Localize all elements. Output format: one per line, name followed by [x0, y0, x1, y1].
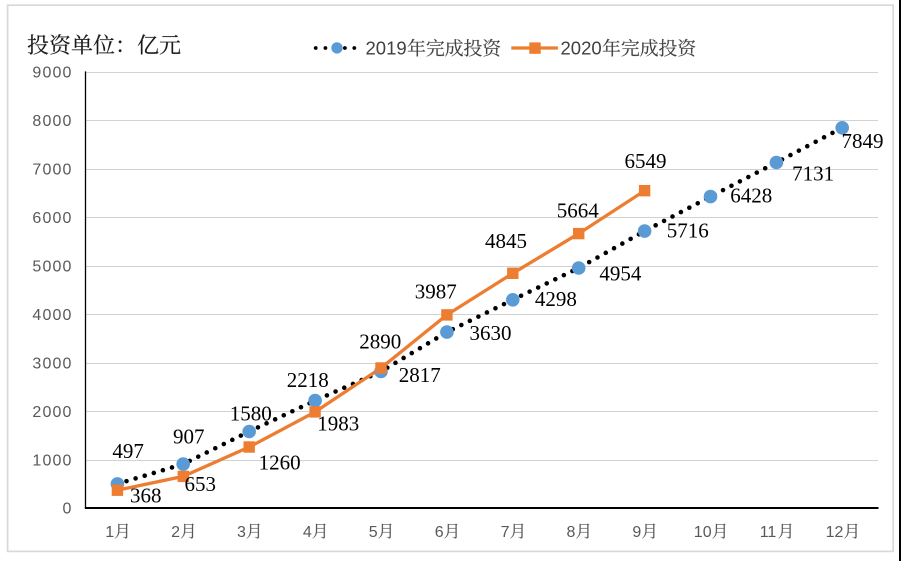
svg-text:4: 4 — [303, 524, 312, 541]
svg-text:1580: 1580 — [230, 402, 272, 426]
svg-text:2817: 2817 — [399, 363, 441, 387]
svg-text:0: 0 — [63, 501, 73, 518]
svg-text:5: 5 — [369, 524, 378, 541]
svg-text:4298: 4298 — [535, 287, 577, 311]
svg-text:1: 1 — [105, 524, 114, 541]
svg-text:3000: 3000 — [32, 355, 72, 372]
svg-text:7849: 7849 — [842, 129, 884, 153]
svg-text:6549: 6549 — [625, 149, 667, 173]
svg-text:653: 653 — [185, 472, 217, 496]
svg-text:2000: 2000 — [32, 404, 72, 421]
svg-text:2: 2 — [171, 524, 180, 541]
svg-text:9: 9 — [632, 524, 641, 541]
svg-text:1000: 1000 — [32, 452, 72, 469]
svg-text:368: 368 — [130, 483, 162, 507]
svg-text:9000: 9000 — [32, 65, 72, 82]
svg-text:2890: 2890 — [359, 330, 401, 354]
svg-text:4954: 4954 — [599, 261, 642, 285]
svg-text:6000: 6000 — [32, 210, 72, 227]
svg-text:1260: 1260 — [259, 450, 301, 474]
svg-text:11: 11 — [760, 524, 777, 541]
svg-text:3: 3 — [237, 524, 246, 541]
svg-text:3987: 3987 — [415, 279, 457, 303]
svg-text:2019: 2019 — [366, 37, 407, 58]
svg-text:2218: 2218 — [287, 368, 329, 392]
svg-text:5000: 5000 — [32, 259, 72, 276]
svg-text:7: 7 — [501, 524, 510, 541]
svg-text:2020: 2020 — [561, 37, 602, 58]
svg-text:12: 12 — [826, 524, 844, 541]
svg-text:10: 10 — [694, 524, 712, 541]
svg-text:907: 907 — [173, 425, 205, 449]
svg-text:7000: 7000 — [32, 162, 72, 179]
svg-text:6: 6 — [435, 524, 444, 541]
svg-text:1983: 1983 — [317, 412, 359, 436]
svg-text:8000: 8000 — [32, 113, 72, 130]
svg-text:5664: 5664 — [557, 198, 600, 222]
svg-text:497: 497 — [112, 439, 144, 463]
svg-text:4000: 4000 — [32, 307, 72, 324]
svg-text:3630: 3630 — [470, 321, 512, 345]
svg-text:8: 8 — [567, 524, 576, 541]
svg-text:4845: 4845 — [485, 229, 527, 253]
svg-text:6428: 6428 — [730, 184, 772, 208]
svg-text:5716: 5716 — [667, 218, 709, 242]
svg-text:7131: 7131 — [792, 162, 834, 186]
